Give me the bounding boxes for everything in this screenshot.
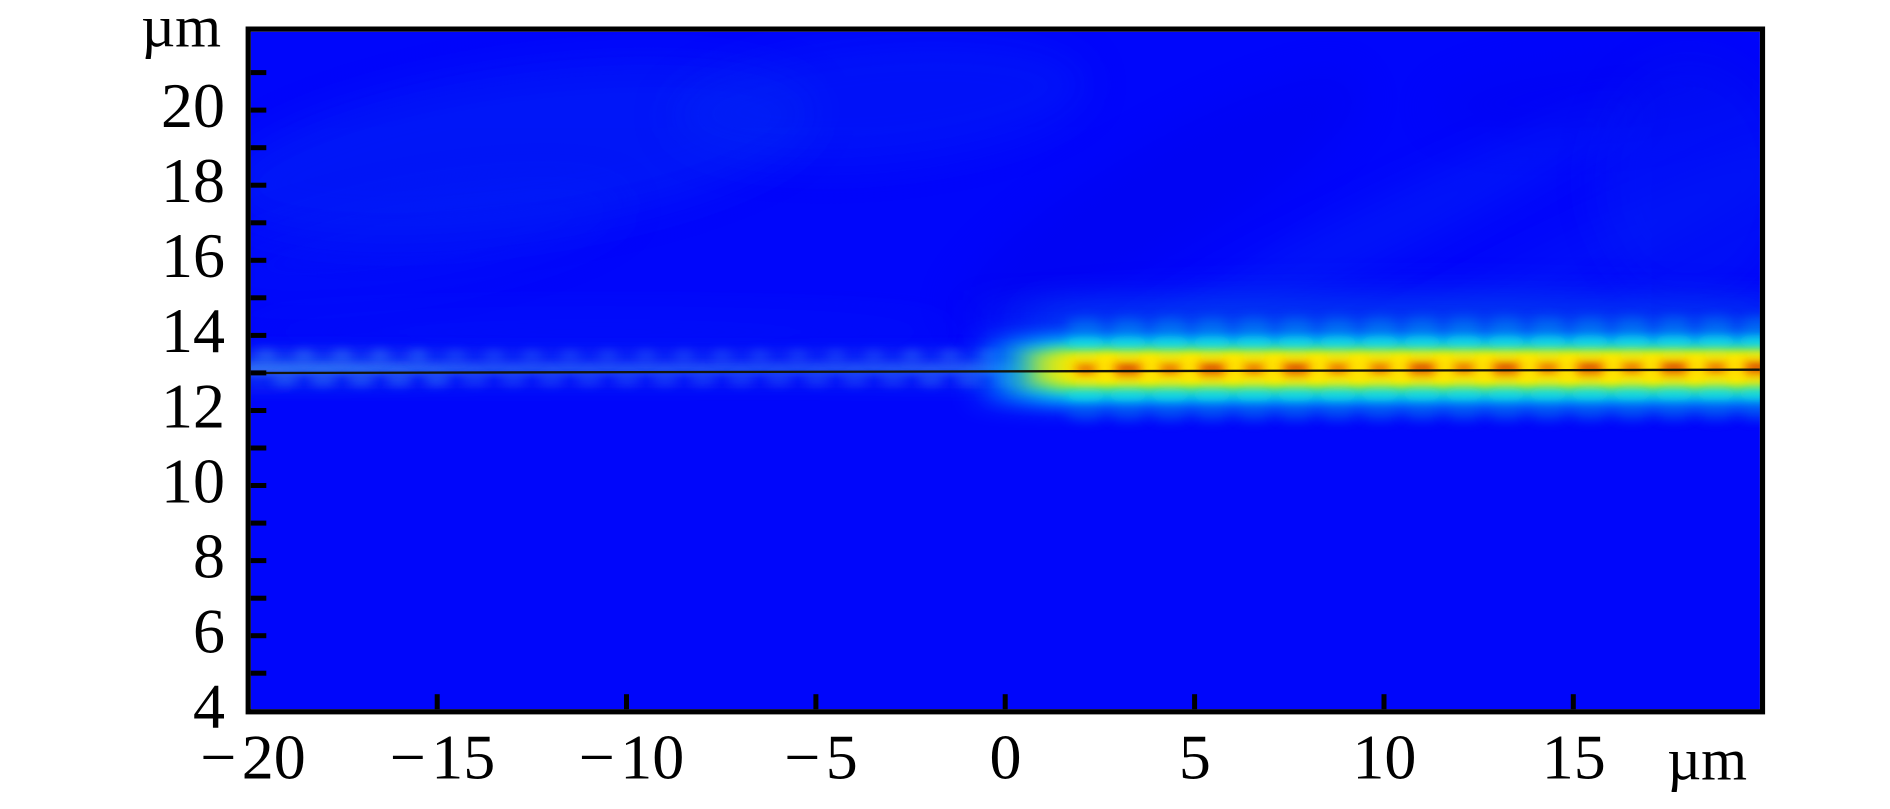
svg-text:5: 5 [1179,721,1211,792]
svg-text:6: 6 [193,596,225,667]
svg-text:4: 4 [193,671,225,742]
svg-text:15: 15 [1542,721,1606,792]
svg-text:20: 20 [161,70,225,141]
svg-text:10: 10 [1352,721,1416,792]
svg-text:12: 12 [161,370,225,441]
svg-text:10: 10 [161,445,225,516]
svg-text:µm: µm [1667,727,1747,793]
svg-text:18: 18 [161,145,225,216]
svg-text:µm: µm [141,0,221,60]
svg-text:14: 14 [161,295,225,366]
svg-text:− 15: − 15 [390,721,495,792]
svg-text:16: 16 [161,220,225,291]
svg-text:8: 8 [193,520,225,591]
svg-text:− 10: − 10 [579,721,684,792]
svg-text:− 5: − 5 [784,721,857,792]
svg-text:0: 0 [990,721,1022,792]
svg-text:− 20: − 20 [200,721,305,792]
